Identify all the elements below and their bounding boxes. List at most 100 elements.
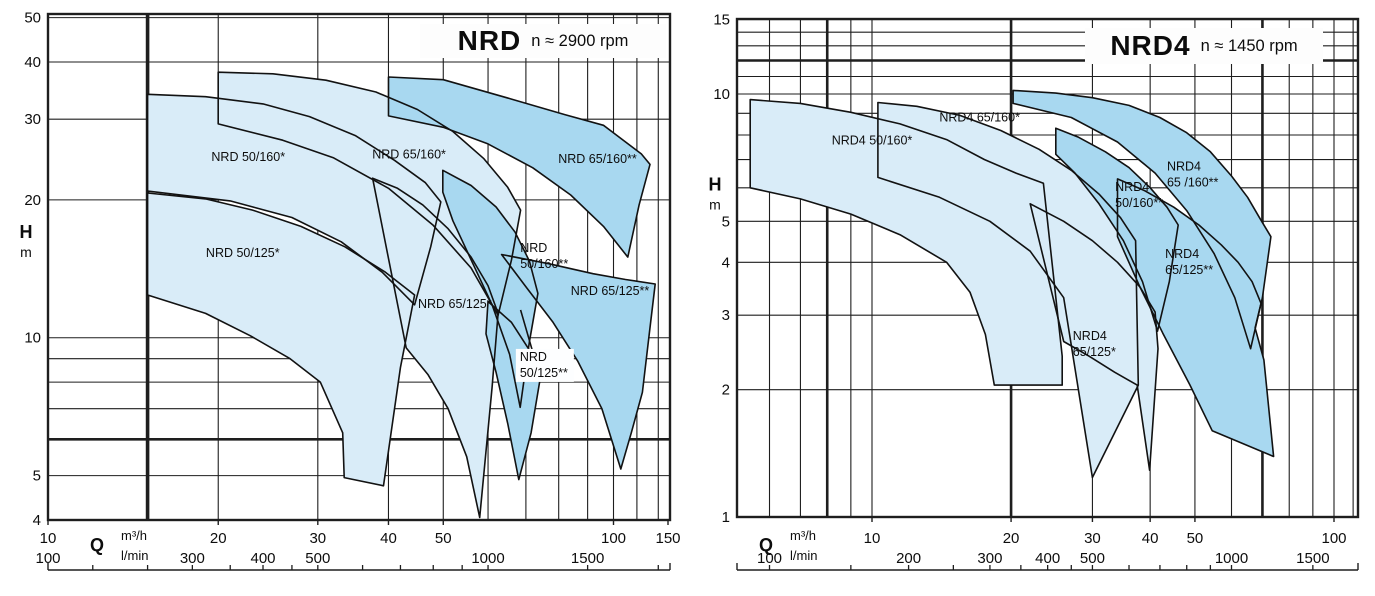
region-nrd-65-125-outline: [500, 253, 657, 470]
region-nrd4-65-125-outline: [1116, 178, 1275, 458]
x-tick-lmin-400: 400: [1035, 550, 1060, 567]
y-tick-label-4: 4: [33, 512, 41, 529]
y-tick-label-10: 10: [24, 330, 41, 347]
x-axis-unit-primary: m³/h: [121, 528, 147, 543]
y-axis-unit: m: [709, 196, 721, 212]
y-tick-label-4: 4: [722, 254, 730, 271]
x-tick-m3h-100: 100: [1321, 530, 1346, 547]
regions-nrd: [146, 71, 657, 519]
region-nrd4-65-160-outline: [1012, 89, 1272, 350]
region-nrd4-65-125-fill: [1117, 178, 1274, 457]
x-tick-m3h-40: 40: [380, 530, 397, 547]
region-nrd-50-160-label: NRD: [520, 241, 547, 255]
region-nrd4-65-160-fill: [1013, 90, 1271, 349]
region-nrd4-65-160-label: NRD4: [1167, 159, 1201, 173]
y-axis-quantity: H: [20, 222, 33, 242]
y-tick-label-5: 5: [33, 468, 41, 485]
x-tick-m3h-40: 40: [1142, 530, 1159, 547]
region-nrd4-50-160-label: NRD4: [1115, 180, 1149, 194]
y-axis-quantity: H: [709, 174, 722, 194]
region-nrd4-65-160-label: 65 /160**: [1167, 175, 1219, 189]
x-tick-lmin-1000: 1000: [1215, 550, 1248, 567]
region-nrd4-50-160-outline: [749, 98, 1063, 386]
y-axis-nrd: 50 40 30 20 10 5 4 Hm: [20, 10, 42, 529]
region-nrd-50-125-outline: [146, 192, 416, 487]
x-tick-lmin-400: 400: [250, 550, 275, 567]
chart-title-nrd4-main: NRD4: [1110, 30, 1191, 61]
plot-border: [735, 17, 1360, 519]
x-tick-m3h-10: 10: [40, 530, 57, 547]
x-tick-m3h-50: 50: [1187, 530, 1204, 547]
chart-nrd4: NRD4 50/160* NRD4 65/160* NRD4 65/125* NRD4 5…: [709, 12, 1360, 571]
x-tick-m3h-20: 20: [1003, 530, 1020, 547]
y-tick-label-20: 20: [24, 192, 41, 209]
x-tick-m3h-50: 50: [435, 530, 452, 547]
chart-title-nrd: NRD n ≈ 2900 rpm: [420, 24, 666, 58]
y-tick-label-3: 3: [722, 307, 730, 324]
x-tick-lmin-500: 500: [305, 550, 330, 567]
x-tick-m3h-30: 30: [309, 530, 326, 547]
chart-title-nrd-main: NRD: [457, 25, 522, 56]
region-nrd4-65-160-label: NRD4 65/160*: [939, 111, 1020, 125]
x-axis-nrd: 10 20 30 40 50 100 150 100 300 400 500 1000 1500 Q m³/…: [35, 520, 681, 567]
y-tick-label-15: 15: [713, 12, 730, 29]
region-nrd-50-125-fill: [147, 193, 415, 486]
region-nrd4-65-125-label: 65/125**: [1165, 263, 1213, 277]
region-nrd-50-125-outline: [485, 300, 541, 481]
y-tick-label-10: 10: [713, 86, 730, 103]
y-tick-label-5: 5: [722, 213, 730, 230]
callout-line: [519, 309, 534, 353]
x-tick-m3h-10: 10: [864, 530, 881, 547]
x-tick-m3h-30: 30: [1084, 530, 1101, 547]
lmin-scale-bar: [47, 563, 671, 571]
region-nrd-65-160-outline: [387, 76, 651, 258]
region-nrd-65-160-label: NRD 65/160*: [372, 148, 446, 162]
x-tick-lmin-1500: 1500: [1296, 550, 1329, 567]
y-axis-unit: m: [20, 244, 32, 260]
region-nrd4-50-160-label: NRD4 50/160*: [832, 133, 913, 147]
plot-border: [46, 12, 672, 522]
x-tick-m3h-150: 150: [655, 530, 680, 547]
region-nrd-65-160-label: NRD 65/160**: [558, 152, 637, 166]
y-tick-label-2: 2: [722, 382, 730, 399]
region-nrd4-65-160-fill: [877, 102, 1139, 478]
y-tick-label-50: 50: [24, 10, 41, 27]
region-nrd-50-125-label: 50/125**: [520, 366, 568, 380]
region-nrd4-50-160-label: 50/160**: [1115, 196, 1163, 210]
region-nrd-50-125-label: NRD: [520, 350, 547, 364]
x-tick-lmin-100: 100: [35, 550, 60, 567]
x-tick-lmin-500: 500: [1080, 550, 1105, 567]
x-axis-unit-secondary: l/min: [790, 548, 817, 563]
x-axis-unit-secondary: l/min: [121, 548, 148, 563]
y-tick-label-1: 1: [722, 509, 730, 526]
region-nrd-65-125-outline: [371, 177, 499, 519]
x-tick-lmin-300: 300: [180, 550, 205, 567]
x-tick-lmin-300: 300: [977, 550, 1002, 567]
chart-title-nrd4-sub: n ≈ 1450 rpm: [1200, 36, 1298, 55]
region-nrd4-65-160-outline: [877, 101, 1140, 479]
region-nrd-50-125-label: NRD 50/125*: [206, 246, 280, 260]
region-nrd4-50-160-outline: [1055, 127, 1179, 333]
x-tick-m3h-100: 100: [601, 530, 626, 547]
y-tick-label-30: 30: [24, 111, 41, 128]
lmin-scale-bar: [736, 563, 1359, 571]
x-tick-lmin-100: 100: [757, 550, 782, 567]
region-nrd-65-125-label: NRD 65/125*: [418, 297, 492, 311]
region-nrd4-65-125-label: 65/125*: [1073, 345, 1116, 359]
x-tick-lmin-1500: 1500: [571, 550, 604, 567]
y-axis-nrd4: 15 10 5 4 3 2 1 Hm: [709, 12, 731, 526]
x-axis-unit-primary: m³/h: [790, 528, 816, 543]
region-nrd4-65-125-label: NRD4: [1073, 329, 1107, 343]
region-nrd-65-160-fill: [388, 77, 650, 258]
regions-nrd4: [749, 89, 1275, 479]
region-nrd-50-125-label-bg: [515, 348, 574, 382]
y-tick-label-40: 40: [24, 54, 41, 71]
chart-title-nrd-sub: n ≈ 2900 rpm: [531, 31, 629, 50]
chart-nrd: NRD 50/160* NRD 50/125* NRD 65/160* NRD 65/…: [20, 10, 681, 571]
region-nrd-65-160-fill: [218, 72, 521, 316]
region-nrd-50-160-label: NRD 50/160*: [211, 150, 285, 164]
chart-title-nrd4: NRD4 n ≈ 1450 rpm: [1085, 28, 1323, 64]
x-tick-lmin-1000: 1000: [471, 550, 504, 567]
